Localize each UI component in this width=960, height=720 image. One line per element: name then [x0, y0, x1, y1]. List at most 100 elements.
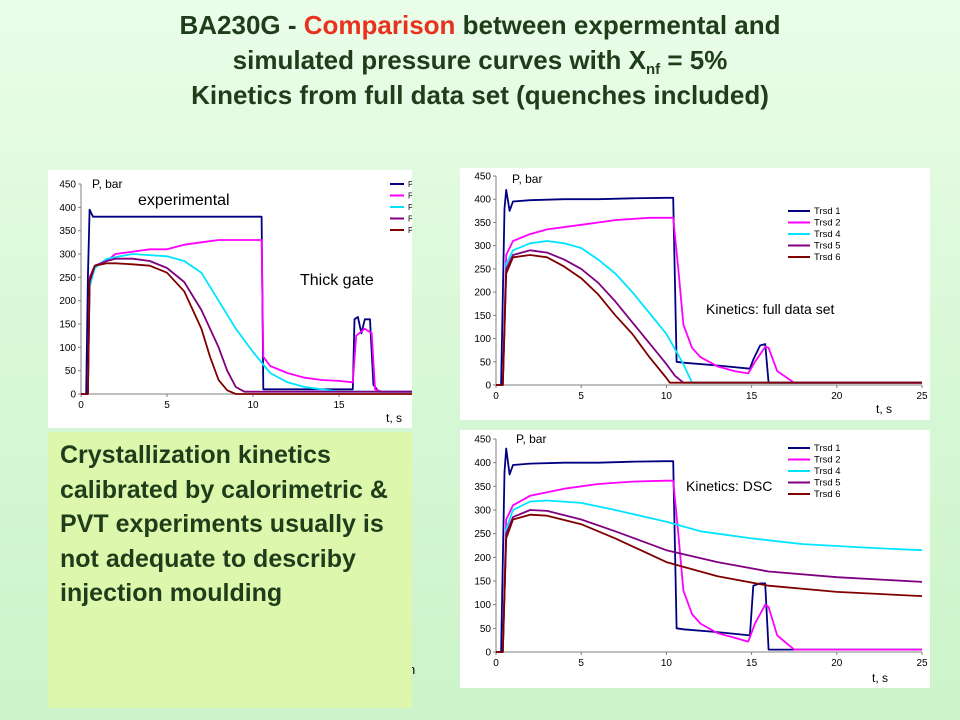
y-tick-label: 400	[474, 458, 491, 469]
x-tick-label: 15	[746, 391, 758, 402]
y-axis-label: P, bar	[92, 177, 122, 191]
x-tick-label: 15	[746, 658, 758, 669]
y-tick-label: 0	[485, 381, 491, 392]
legend-label: Trsd 1	[814, 206, 841, 217]
slide-title: BA230G - Comparison between expermental …	[0, 8, 960, 113]
x-tick-label: 5	[578, 391, 584, 402]
y-tick-label: 150	[474, 577, 491, 588]
x-tick-label: 0	[493, 658, 499, 669]
chart-annotation: Kinetics: DSC	[686, 478, 772, 494]
y-tick-label: 250	[474, 264, 491, 275]
series-line	[496, 249, 922, 386]
series-line	[496, 479, 922, 653]
y-tick-label: 300	[474, 506, 491, 517]
x-tick-label: 5	[164, 400, 170, 411]
title-line-3: Kinetics from full data set (quenches in…	[191, 80, 769, 110]
chart-annotation: Thick gate	[300, 272, 374, 289]
legend-label: Trsd 4	[814, 229, 841, 240]
y-axis-label: P, bar	[516, 432, 546, 446]
x-tick-label: 10	[661, 391, 673, 402]
series-line	[496, 513, 923, 653]
x-tick-label: 0	[78, 400, 84, 411]
y-tick-label: 100	[59, 343, 76, 354]
series-line	[496, 240, 922, 386]
title-text: between expermental and	[455, 10, 781, 40]
series-line	[81, 239, 412, 395]
y-tick-label: 400	[474, 195, 491, 206]
x-tick-label: 25	[916, 391, 928, 402]
y-tick-label: 50	[480, 624, 492, 635]
x-tick-label: 10	[661, 658, 673, 669]
series-line	[81, 208, 412, 395]
series-line	[496, 254, 922, 386]
chart-annotation: experimental	[138, 192, 230, 209]
x-tick-label: 20	[831, 391, 843, 402]
chart-annotation: Kinetics: full data set	[706, 301, 835, 317]
y-tick-label: 400	[59, 203, 76, 214]
series-line	[496, 188, 922, 386]
series-line	[496, 216, 922, 386]
chart-kinetics-full: 0 50 100 150 200 250 300 350 400 450 0 5 10 15 20 25 P, …	[460, 168, 930, 420]
legend-label: Trsd 5	[814, 478, 841, 489]
x-axis-label: t, s	[386, 411, 402, 425]
legend-label: Trsd 2	[814, 455, 841, 466]
legend-label: P0	[408, 180, 412, 189]
series-line	[496, 499, 923, 653]
y-axis-label: P, bar	[512, 172, 542, 186]
title-line-2: simulated pressure curves with Xnf = 5%	[0, 43, 960, 78]
x-tick-label: 5	[578, 658, 584, 669]
conclusion-textbox: Crystallization kinetics calibrated by c…	[48, 432, 412, 708]
legend-label: Trsd 6	[814, 489, 841, 500]
x-tick-label: 20	[831, 658, 843, 669]
legend-label: Trsd 5	[814, 241, 841, 252]
series-line	[496, 509, 923, 653]
legend-label: P2	[408, 203, 412, 212]
title-text: simulated pressure curves with X	[232, 45, 646, 75]
title-text: BA230G -	[179, 10, 304, 40]
y-tick-label: 0	[70, 390, 76, 401]
x-tick-label: 15	[333, 400, 345, 411]
y-tick-label: 350	[474, 218, 491, 229]
x-tick-label: 25	[916, 658, 928, 669]
y-tick-label: 350	[59, 226, 76, 237]
chart-kinetics-dsc: 0 50 100 150 200 250 300 350 400 450 0 5 10 15 20 25 P, …	[460, 430, 930, 688]
y-tick-label: 0	[485, 648, 491, 659]
title-accent-word: Comparison	[303, 10, 456, 40]
y-tick-label: 450	[474, 172, 491, 183]
y-tick-label: 200	[474, 553, 491, 564]
chart-kinetics-dsc-svg: 0 50 100 150 200 250 300 350 400 450 0 5 10 15 20 25 P, …	[474, 432, 928, 685]
y-tick-label: 50	[65, 366, 77, 377]
x-tick-label: 10	[247, 400, 259, 411]
y-tick-label: 150	[59, 320, 76, 331]
y-tick-label: 450	[59, 180, 76, 191]
y-tick-label: 100	[474, 334, 491, 345]
series-line	[81, 262, 412, 395]
x-tick-label: 0	[493, 391, 499, 402]
y-tick-label: 150	[474, 311, 491, 322]
chart-kinetics-full-svg: 0 50 100 150 200 250 300 350 400 450 0 5 10 15 20 25 P, …	[474, 172, 928, 417]
y-tick-label: 350	[474, 482, 491, 493]
legend-label: Trsd 1	[814, 443, 841, 454]
title-line-1: BA230G - Comparison between expermental …	[0, 8, 960, 43]
x-axis-label: t, s	[876, 402, 892, 416]
y-tick-label: 300	[474, 241, 491, 252]
legend-label: Trsd 4	[814, 466, 841, 477]
title-text: = 5%	[660, 45, 728, 75]
y-tick-label: 200	[474, 288, 491, 299]
legend-label: Trsd 6	[814, 252, 841, 263]
y-tick-label: 450	[474, 435, 491, 446]
y-tick-label: 250	[59, 273, 76, 284]
chart-experimental-svg: 05010015020025030035040045005101520P, ba…	[59, 177, 412, 425]
y-tick-label: 300	[59, 250, 76, 261]
legend-label: P4	[408, 226, 412, 235]
legend-label: P3	[408, 215, 412, 224]
chart-experimental: 05010015020025030035040045005101520P, ba…	[48, 170, 412, 428]
y-tick-label: 50	[480, 357, 492, 368]
y-tick-label: 100	[474, 600, 491, 611]
y-tick-label: 200	[59, 296, 76, 307]
x-axis-label: t, s	[872, 671, 888, 685]
legend-label: Trsd 2	[814, 218, 841, 229]
y-tick-label: 250	[474, 529, 491, 540]
title-subscript: nf	[645, 61, 661, 78]
legend-label: P1	[408, 192, 412, 201]
